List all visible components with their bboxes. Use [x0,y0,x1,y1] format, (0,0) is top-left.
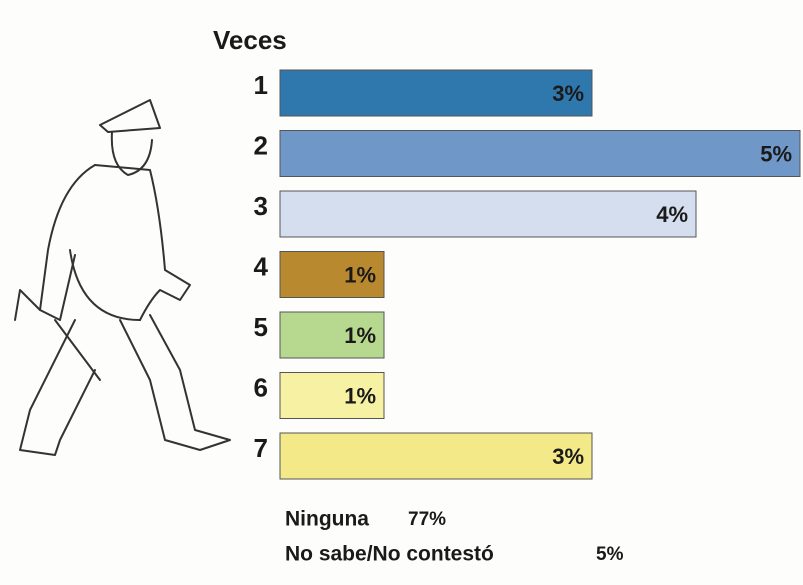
value-label: 3% [552,81,584,106]
bar [279,432,593,480]
category-label: 2 [254,130,268,160]
category-label: 1 [254,70,268,100]
value-label: 4% [656,202,688,227]
note: No sabe/No contestó [285,543,494,566]
note-value: 5% [596,544,624,565]
category-label: 5 [254,312,268,342]
category-label: 4 [254,251,269,281]
value-label: 1% [344,383,376,408]
category-label: 3 [254,191,268,221]
note-value: 77% [408,509,446,530]
illustration [14,99,231,456]
bar [279,190,697,238]
category-label: 6 [254,372,268,402]
bar [279,251,385,298]
bar [279,130,801,177]
value-label: 3% [552,444,584,469]
bar [279,372,385,419]
chart-title: Veces [213,25,287,55]
category-label: 7 [254,433,268,463]
bar [279,69,593,117]
value-label: 1% [344,323,376,348]
note: Ninguna [285,508,369,531]
bar [279,311,385,359]
value-label: 5% [760,141,792,166]
value-label: 1% [344,262,376,287]
